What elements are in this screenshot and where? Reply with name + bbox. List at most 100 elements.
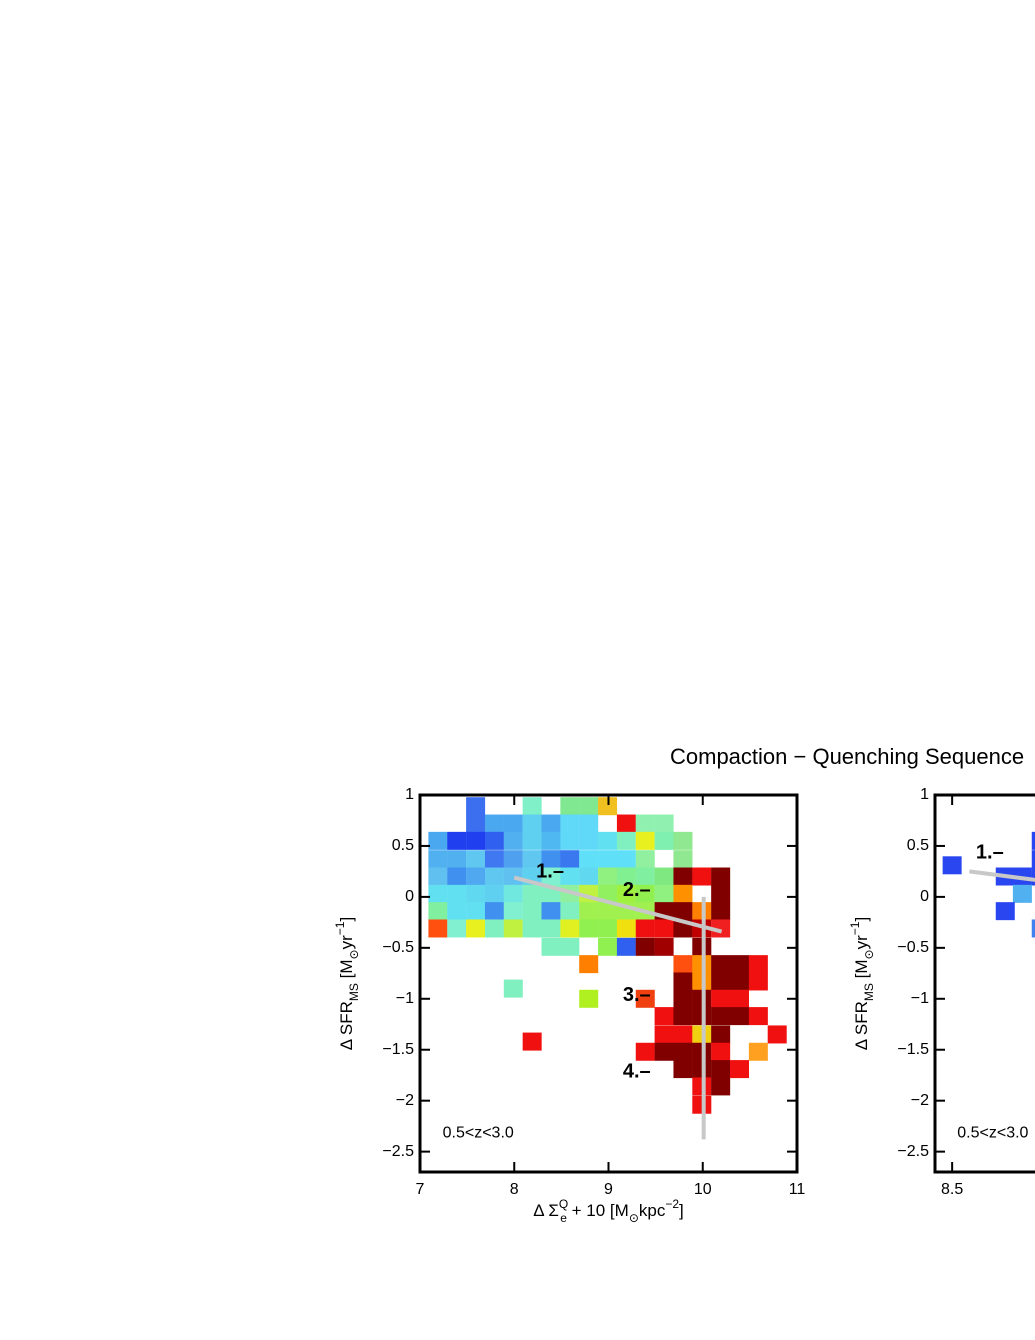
heatmap-cell: [730, 1007, 750, 1026]
heatmap-cell: [560, 814, 580, 833]
heatmap-cell: [522, 902, 542, 921]
plot-frame: [418, 793, 799, 1174]
y-axis-label-part: ]: [852, 917, 871, 922]
y-axis-label-part: Δ SFR: [852, 1001, 871, 1050]
heatmap-cell: [673, 989, 693, 1008]
x-axis-label-part: e: [560, 1211, 567, 1225]
y-tick-label: −2.5: [382, 1143, 414, 1160]
heatmap-cell: [466, 850, 486, 869]
heatmap-cell: [654, 884, 674, 903]
heatmap-cell: [579, 867, 599, 886]
y-axis-label-part: yr: [852, 935, 871, 950]
heatmap-cell: [654, 937, 674, 956]
heatmap-cell: [428, 902, 448, 921]
y-axis-label-part: yr: [337, 935, 356, 950]
heatmap-cell: [466, 797, 486, 816]
heatmap-cell: [711, 1060, 731, 1079]
x-axis-label-part: ]: [679, 1201, 684, 1220]
heatmap-cell: [673, 902, 693, 921]
heatmap-cell: [541, 831, 561, 850]
heatmap-cell: [598, 919, 618, 938]
heatmap-cell: [560, 902, 580, 921]
annotation: 3.–: [623, 984, 651, 1006]
heatmap-cell: [730, 955, 750, 974]
x-axis-label-part: Δ Σ: [533, 1201, 559, 1220]
y-tick-label: −2.5: [897, 1143, 929, 1160]
heatmap-cell: [503, 919, 523, 938]
heatmap-cell: [466, 831, 486, 850]
heatmap-cell: [635, 884, 655, 903]
heatmap-cell: [598, 850, 618, 869]
heatmap-cell: [654, 1025, 674, 1044]
heatmap-cell: [484, 867, 504, 886]
heatmap-cell: [673, 972, 693, 991]
heatmap-cell: [466, 919, 486, 938]
heatmap-cell: [503, 850, 523, 869]
heatmap-cell: [711, 972, 731, 991]
x-axis-label-part: Q: [559, 1197, 568, 1211]
heatmap-cell: [447, 850, 467, 869]
heatmap-cell: [673, 1025, 693, 1044]
heatmap-cell: [484, 902, 504, 921]
heatmap-cell: [635, 937, 655, 956]
heatmap-cell: [1031, 831, 1035, 850]
x-tick-label: 7: [416, 1181, 425, 1198]
y-axis-label-part: −1: [848, 921, 862, 935]
annotation: 4.–: [623, 1060, 651, 1082]
x-axis-label-part: + 10 [M: [567, 1201, 629, 1220]
heatmap-cell: [654, 831, 674, 850]
heatmap-cell: [748, 1007, 768, 1026]
heatmap-cell: [673, 884, 693, 903]
heatmap-cell: [616, 867, 636, 886]
heatmap-cell: [635, 850, 655, 869]
trend-line: [513, 875, 723, 934]
annotation: 1.–: [536, 861, 564, 883]
heatmap-cell: [598, 884, 618, 903]
heatmap-cell: [522, 797, 542, 816]
y-axis-label-part: MS: [862, 983, 876, 1001]
annotation: 0.5<z<3.0: [957, 1124, 1028, 1141]
y-tick-label: −2: [396, 1092, 414, 1109]
heatmap-cell: [616, 850, 636, 869]
heatmap-cell: [711, 1007, 731, 1026]
heatmap-cell: [598, 867, 618, 886]
heatmap-cell: [428, 850, 448, 869]
heatmap-cell: [616, 884, 636, 903]
heatmap-cell: [541, 850, 561, 869]
heatmap-cell: [560, 937, 580, 956]
heatmap-cell: [635, 814, 655, 833]
heatmap-cell: [522, 1032, 542, 1051]
y-axis-label: Δ SFRMS [M⊙yr−1]: [333, 917, 361, 1050]
y-tick-label: 1: [405, 786, 414, 803]
x-axis-label-part: kpc: [639, 1201, 666, 1220]
y-axis-label-part: −1: [333, 921, 347, 935]
x-tick-label: 9: [604, 1181, 613, 1198]
heatmap-cell: [711, 919, 731, 938]
y-axis-label-part: ⊙: [347, 949, 361, 959]
y-tick-label: 0.5: [392, 837, 414, 854]
heatmap-cell: [579, 797, 599, 816]
heatmap-cell: [503, 979, 523, 998]
heatmap-cell: [579, 814, 599, 833]
y-tick-label: 0.5: [907, 837, 929, 854]
heatmap-cell: [541, 919, 561, 938]
heatmap-cell: [541, 902, 561, 921]
y-tick-label: −1.5: [382, 1041, 414, 1058]
heatmap-cell: [503, 902, 523, 921]
heatmap-cell: [428, 919, 448, 938]
heatmap-cell: [711, 1042, 731, 1061]
heatmap-cell: [673, 1060, 693, 1079]
heatmap-cell: [748, 955, 768, 974]
heatmap-cell: [748, 972, 768, 991]
heatmap-cell: [484, 831, 504, 850]
heatmap-cell: [635, 1042, 655, 1061]
heatmap-cell: [654, 919, 674, 938]
heatmap-cell: [748, 1042, 768, 1061]
heatmap-cell: [673, 831, 693, 850]
heatmap-cell: [466, 902, 486, 921]
heatmap-cell: [579, 850, 599, 869]
y-tick-label: −0.5: [897, 939, 929, 956]
y-tick-label: −2: [911, 1092, 929, 1109]
